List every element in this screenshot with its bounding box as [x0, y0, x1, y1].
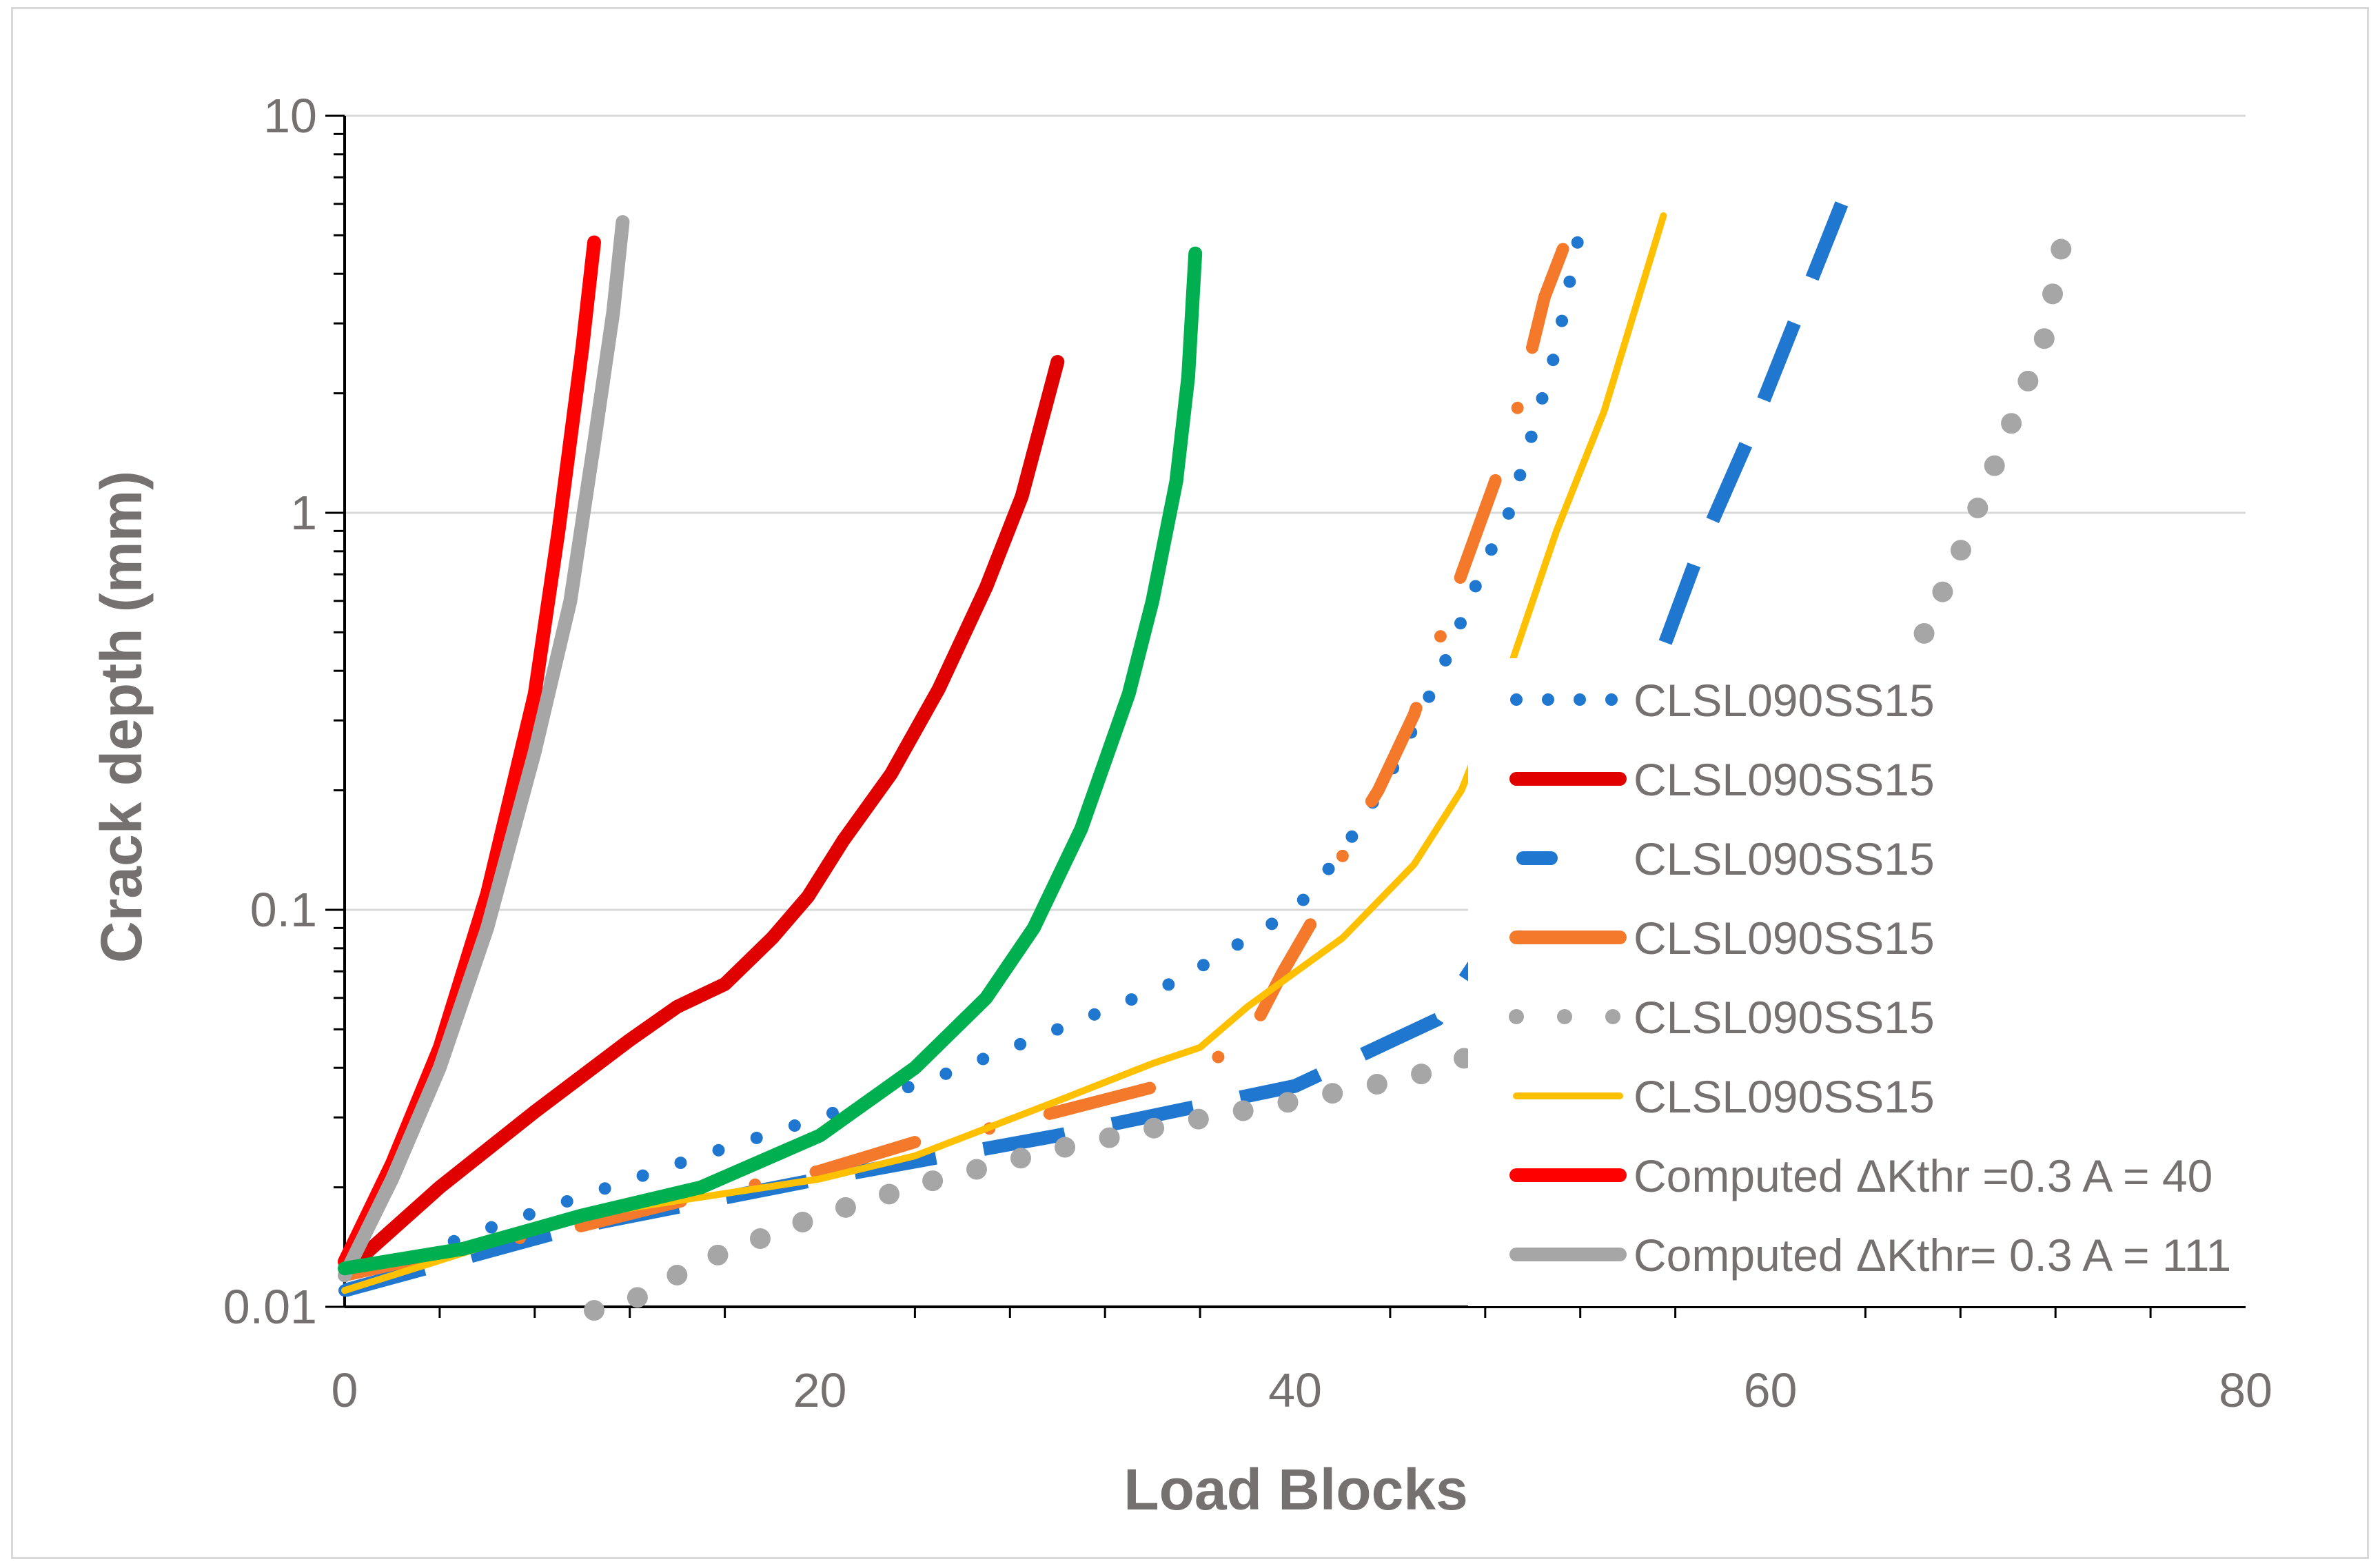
series-line-7 [338, 215, 630, 1283]
legend-label-4: CLSL090SS15 [1634, 992, 1935, 1043]
series-line-6 [338, 235, 601, 1269]
y-tick-label: 10 [263, 89, 317, 143]
legend-label-2: CLSL090SS15 [1634, 833, 1935, 884]
y-tick-label: 0.1 [250, 883, 317, 937]
legend-label-6: Computed ΔKthr =0.3 A = 40 [1634, 1150, 2213, 1201]
legend-label-5: CLSL090SS15 [1634, 1071, 1935, 1122]
chart-frame [11, 7, 2369, 1559]
legend-label-1: CLSL090SS15 [1634, 754, 1935, 805]
series-line-1 [349, 355, 1065, 1269]
x-tick-label: 80 [2219, 1363, 2272, 1417]
legend-label-7: Computed ΔKthr= 0.3 A = 111 [1634, 1230, 2231, 1281]
series-line-4 [584, 205, 2078, 1321]
legend: CLSL090SS15 CLSL090SS15 CLSL090SS15 CLSL090… [1468, 658, 2364, 1306]
x-tick-label: 40 [1268, 1363, 1322, 1417]
series-line-8 [338, 246, 1203, 1276]
legend-label-3: CLSL090SS15 [1634, 913, 1935, 964]
y-tick-label: 0.01 [223, 1280, 317, 1334]
x-tick-label: 60 [1744, 1363, 1798, 1417]
legend-label-0: CLSL090SS15 [1634, 675, 1935, 726]
legend-background [1468, 658, 2364, 1306]
series-line-5 [341, 212, 1667, 1294]
axes: 0.01 0.1 1 10 0 20 40 60 80 [223, 89, 2272, 1417]
x-tick-label: 0 [332, 1363, 358, 1417]
series-line-3 [338, 197, 1587, 1282]
y-tick-label: 1 [290, 486, 317, 540]
x-axis-title: Load Blocks [1123, 1457, 1467, 1522]
x-tick-label: 20 [793, 1363, 847, 1417]
y-axis-title: Crack depth (mm) [89, 471, 154, 963]
